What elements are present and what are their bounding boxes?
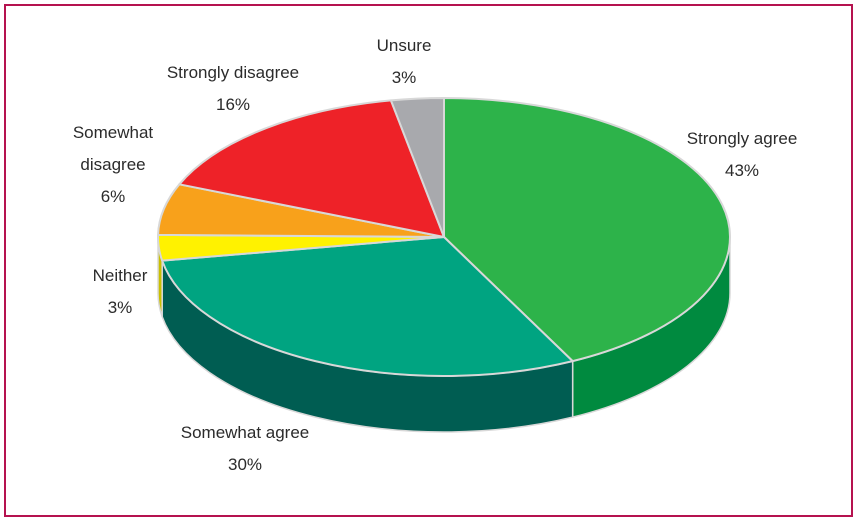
label-neither-name: Neither (93, 266, 148, 285)
label-neither-pct: 3% (108, 298, 133, 317)
pie-slice-somewhat-agree (161, 236, 574, 377)
label-somewhat-agree-pct: 30% (228, 455, 262, 474)
label-somewhat-agree-name: Somewhat agree (181, 423, 310, 442)
label-strongly-agree-name: Strongly agree (687, 129, 798, 148)
pie-slice-unsure (389, 97, 445, 238)
pie-slice-strongly-disagree (178, 99, 445, 238)
label-strongly-disagree-pct: 16% (216, 95, 250, 114)
label-unsure-name: Unsure (377, 36, 432, 55)
pie-slice-strongly-agree (443, 97, 731, 363)
label-unsure-pct: 3% (392, 68, 417, 87)
label-strongly-agree-pct: 43% (725, 161, 759, 180)
label-strongly-agree: Strongly agree 43% (687, 129, 798, 180)
label-somewhat-disagree: Somewhat disagree 6% (73, 123, 154, 206)
label-strongly-disagree: Strongly disagree 16% (167, 63, 299, 114)
pie-slices (157, 97, 731, 377)
label-somewhat-disagree-name-2: disagree (80, 155, 145, 174)
label-somewhat-disagree-name-1: Somewhat (73, 123, 154, 142)
label-neither: Neither 3% (93, 266, 148, 317)
label-somewhat-agree: Somewhat agree 30% (181, 423, 310, 474)
label-unsure: Unsure 3% (377, 36, 432, 87)
label-somewhat-disagree-pct: 6% (101, 187, 126, 206)
label-strongly-disagree-name: Strongly disagree (167, 63, 299, 82)
